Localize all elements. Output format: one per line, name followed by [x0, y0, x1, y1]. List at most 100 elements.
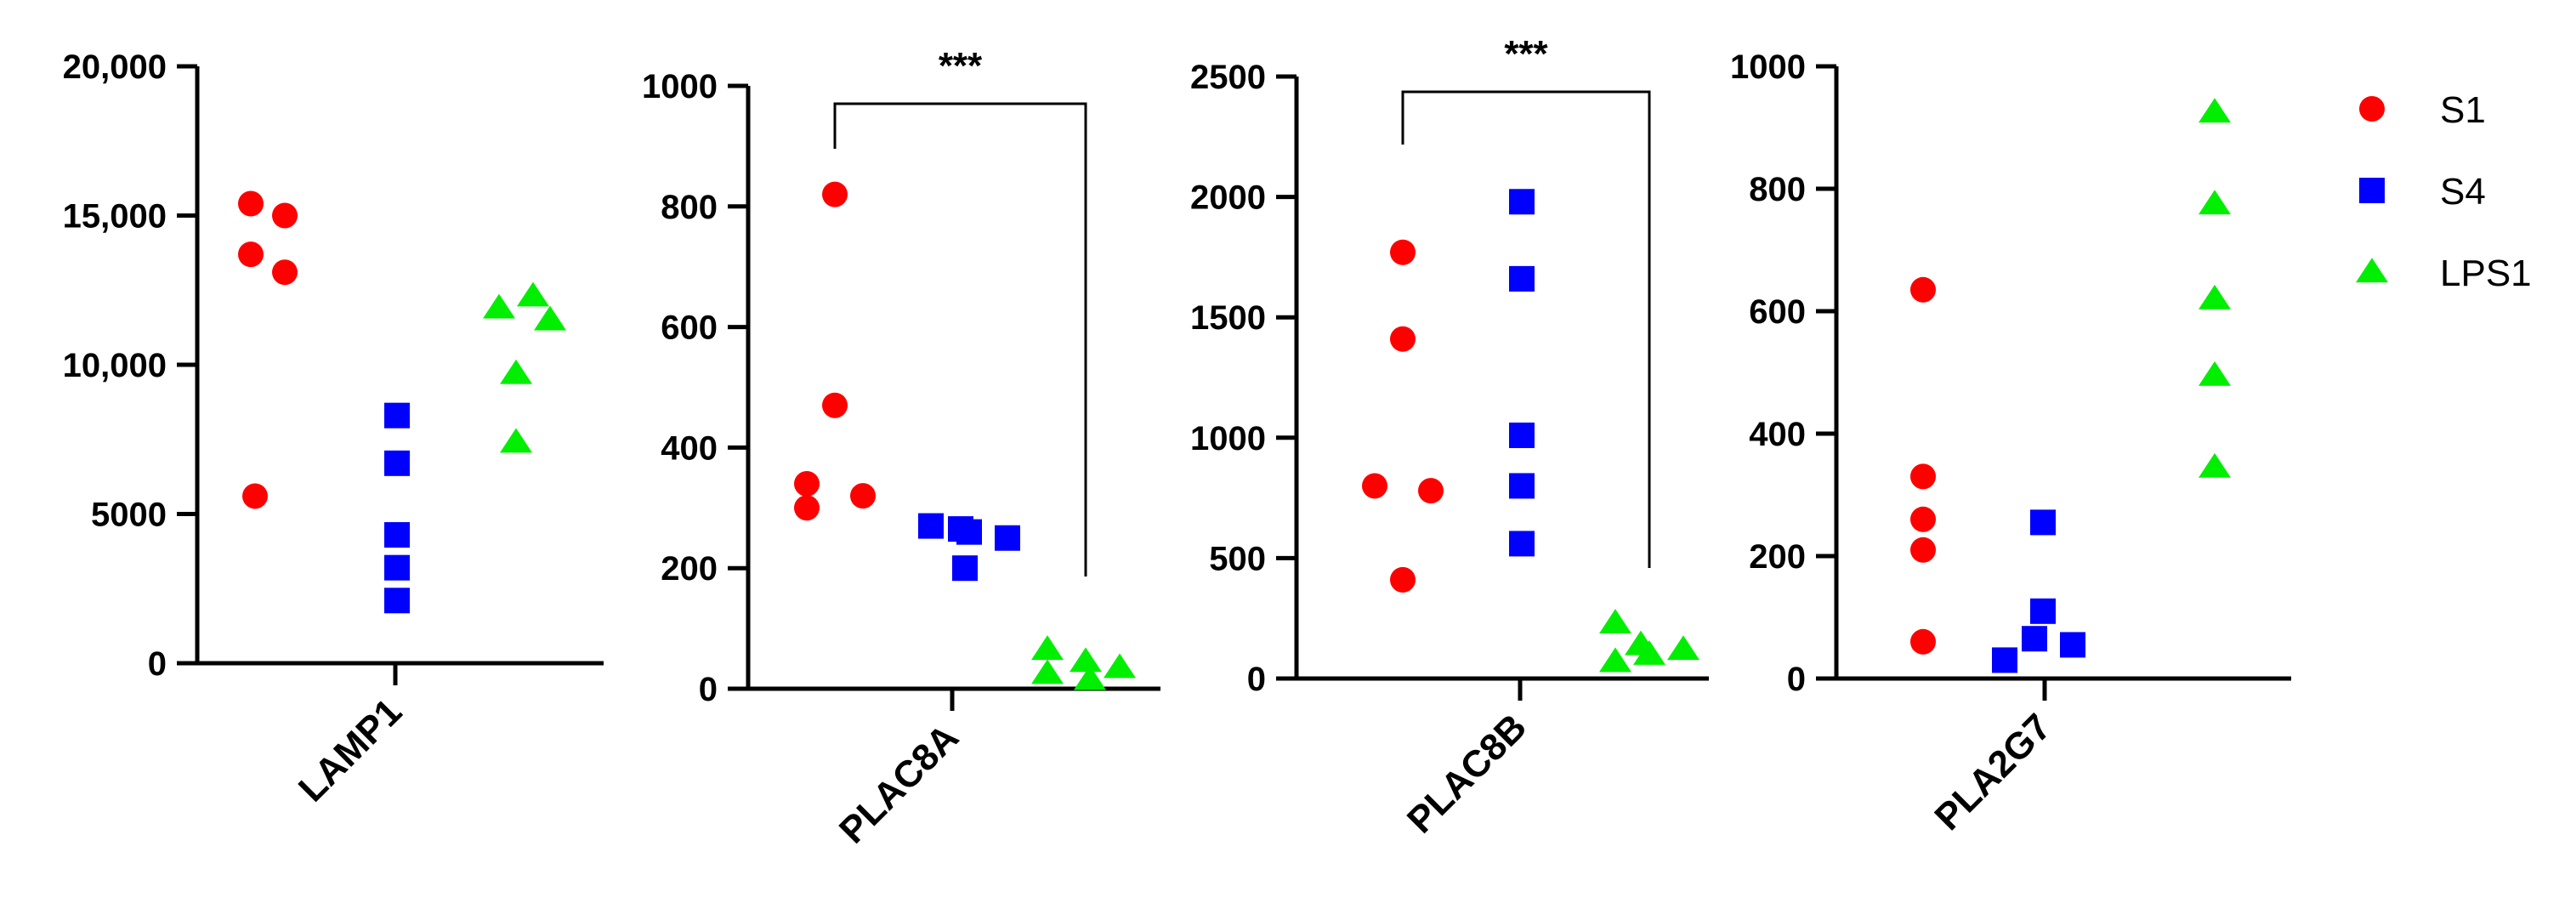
data-point-s4 [1509, 531, 1535, 557]
data-point-s1 [1910, 537, 1936, 563]
data-point-s1 [272, 259, 298, 286]
data-point-s1 [822, 392, 848, 418]
data-point-s1 [1390, 326, 1416, 352]
legend-marker-s1 [2359, 96, 2385, 122]
y-tick-label: 0 [699, 671, 718, 708]
y-tick-label: 0 [1787, 661, 1806, 698]
data-point-lps1 [1599, 647, 1631, 673]
data-point-s1 [850, 483, 876, 509]
data-point-s4 [384, 522, 410, 548]
x-tick-label-lamp1: LAMP1 [291, 690, 410, 809]
data-point-s4 [1509, 422, 1535, 448]
data-point-lps1 [1599, 609, 1631, 634]
data-point-s1 [1418, 478, 1444, 504]
data-point-lps1 [2199, 190, 2231, 215]
y-tick-label: 5000 [91, 497, 167, 534]
y-tick-label: 1000 [1190, 420, 1266, 457]
data-point-s4 [1509, 265, 1535, 292]
panel-lamp1: 0 5000 10,000 15,000 20,000 LAMP1 [63, 48, 604, 810]
y-tick-label: 500 [1209, 540, 1266, 577]
data-point-s1 [1390, 239, 1416, 265]
data-point-s4 [2030, 598, 2056, 624]
data-point-lps1 [1104, 653, 1136, 679]
data-point-s4 [1509, 189, 1535, 215]
data-point-s4 [952, 555, 978, 582]
y-tick-label: 1000 [1730, 48, 1806, 86]
panel-plac8a: 0 200 400 600 800 1000 PLAC8A *** [642, 45, 1160, 852]
significance-bracket [833, 102, 1087, 576]
data-point-s1 [1362, 473, 1387, 499]
y-tick-label: 400 [661, 429, 718, 467]
y-tick-label: 0 [148, 645, 167, 683]
data-point-s4 [956, 519, 982, 545]
data-point-s4 [384, 588, 410, 614]
data-point-lps1 [1633, 639, 1665, 665]
data-point-lps1 [2199, 98, 2231, 123]
y-tick-label: 10,000 [63, 347, 167, 384]
y-tick-label: 1000 [642, 68, 718, 105]
legend-marker-lps1 [2356, 258, 2388, 283]
x-tick-label-plac8a: PLAC8A [831, 716, 967, 851]
data-point-s4 [995, 525, 1020, 551]
data-point-lps1 [2199, 284, 2231, 310]
data-point-s4 [384, 554, 410, 581]
data-point-lps1 [500, 359, 532, 384]
data-point-s1 [1910, 276, 1936, 303]
data-point-s1 [1910, 463, 1936, 490]
data-point-lps1 [500, 428, 532, 453]
data-point-s4 [2030, 509, 2056, 536]
data-point-lps1 [1667, 635, 1699, 661]
y-tick-label: 2000 [1190, 179, 1266, 217]
y-tick-label: 20,000 [63, 48, 167, 86]
x-tick-label-pla2g7: PLA2G7 [1926, 706, 2059, 838]
legend: S1 S4 LPS1 [2356, 89, 2532, 294]
y-tick-label: 200 [661, 550, 718, 588]
data-point-lps1 [2199, 361, 2231, 386]
significance-label: *** [939, 45, 983, 87]
data-point-s1 [1910, 628, 1936, 655]
y-tick-label: 800 [661, 189, 718, 226]
data-point-lps1 [1074, 665, 1106, 690]
data-point-s4 [2022, 626, 2047, 652]
data-point-s4 [2060, 632, 2085, 658]
legend-marker-s4 [2359, 178, 2385, 203]
y-tick-label: 15,000 [63, 198, 167, 236]
legend-label-s1: S1 [2440, 89, 2486, 131]
x-tick-label-plac8b: PLAC8B [1399, 706, 1535, 841]
data-point-s4 [918, 513, 944, 539]
y-tick-label: 600 [1749, 293, 1806, 331]
significance-label: *** [1504, 33, 1548, 75]
panel-pla2g7: 0 200 400 600 800 1000 PLA2G7 [1730, 48, 2291, 838]
data-point-lps1 [1031, 659, 1064, 684]
data-point-lps1 [534, 305, 566, 331]
data-point-s4 [384, 402, 410, 429]
legend-label-s4: S4 [2440, 171, 2486, 213]
data-point-lps1 [2199, 452, 2231, 478]
data-point-s1 [822, 181, 848, 207]
legend-label-lps1: LPS1 [2440, 253, 2532, 294]
data-point-s1 [272, 202, 298, 229]
y-tick-label: 2500 [1190, 59, 1266, 96]
data-point-s1 [794, 470, 820, 497]
data-point-s4 [1992, 647, 2017, 673]
y-tick-label: 800 [1749, 171, 1806, 208]
y-tick-label: 200 [1749, 538, 1806, 576]
panel-plac8b: 0 500 1000 1500 2000 2500 PLAC8B *** [1190, 33, 1709, 842]
y-tick-label: 600 [661, 310, 718, 347]
significance-bracket [1401, 90, 1651, 568]
data-point-lps1 [483, 293, 515, 319]
data-point-s1 [238, 241, 264, 268]
y-tick-label: 400 [1749, 416, 1806, 453]
data-point-lps1 [1031, 635, 1064, 661]
y-tick-label: 0 [1247, 661, 1266, 698]
data-point-s1 [1390, 566, 1416, 593]
data-point-lps1 [1070, 647, 1102, 673]
data-point-s1 [794, 495, 820, 521]
data-point-s4 [1509, 473, 1535, 499]
y-tick-label: 1500 [1190, 299, 1266, 337]
data-point-s1 [238, 190, 264, 217]
data-point-s1 [1910, 506, 1936, 532]
data-point-s1 [242, 483, 268, 509]
data-point-s4 [384, 450, 410, 476]
